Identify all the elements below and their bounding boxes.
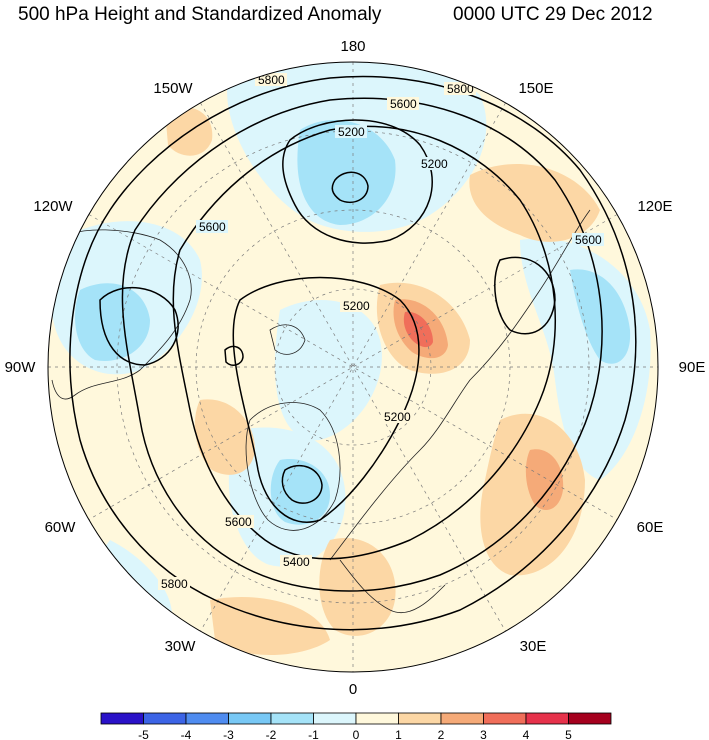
coastline-arctic-islands [269, 324, 306, 355]
colorbar-swatch [525, 712, 569, 725]
contour-label: 5200 [343, 299, 370, 313]
lon-label-150w: 150W [153, 80, 193, 97]
colorbar-swatch [185, 712, 229, 725]
colorbar-labels: -5 -4 -3 -2 -1 0 1 2 3 4 5 [138, 728, 572, 740]
contour-5800-outer [69, 75, 637, 631]
contour-5200-polar [232, 276, 420, 523]
contour-label: 5600 [390, 97, 417, 111]
lon-label-60e: 60E [637, 519, 664, 536]
lon-label-180: 180 [340, 38, 365, 55]
map-disc: 5800 5800 5600 5200 5200 5600 5600 5200 … [48, 62, 658, 672]
colorbar-swatch [483, 712, 527, 725]
contour-label: 5200 [421, 157, 448, 171]
lon-label-30w: 30W [165, 638, 197, 655]
coastline-europe [339, 559, 446, 614]
colorbar-tick-label: 0 [353, 728, 360, 740]
colorbar-tick-label: -2 [266, 728, 277, 740]
anomaly-positive-europe [319, 538, 396, 636]
anomaly-positive-east-asia [469, 163, 600, 242]
anomaly-negative-north-america-core [75, 283, 150, 361]
contour-label: 5400 [283, 555, 310, 569]
contour-5200-pacific [282, 119, 433, 244]
contour-siberia-inner [494, 256, 556, 335]
colorbar-swatch [440, 712, 484, 725]
colorbar-swatches [100, 712, 612, 725]
coastline-eurasia [329, 209, 591, 561]
lon-label-90e: 90E [679, 359, 706, 376]
colorbar-tick-label: 2 [438, 728, 445, 740]
contour-label: 5800 [447, 82, 474, 96]
colorbar-tick-label: 5 [565, 728, 572, 740]
colorbar-tick-label: -3 [223, 728, 234, 740]
graticule [48, 62, 658, 672]
anomaly-negative-siberia-core [570, 269, 631, 364]
colorbar-swatch [398, 712, 442, 725]
valid-time: 0000 UTC 29 Dec 2012 [453, 4, 653, 25]
anomaly-positive-north-atlantic [194, 399, 255, 475]
colorbar-tick-label: 1 [395, 728, 402, 740]
contour-5600-outer [121, 97, 603, 592]
coastline-greenland [245, 402, 341, 531]
anomaly-positive-eurasia-core [403, 311, 433, 348]
colorbar-swatch [100, 712, 144, 725]
lon-label-60w: 60W [45, 519, 77, 536]
longitude-labels: 180 150E 120E 90E 60E 30E 0 30W 60W 90W … [5, 38, 706, 698]
lon-label-90w: 90W [5, 359, 37, 376]
colorbar-tick-label: 3 [480, 728, 487, 740]
contour-labels: 5800 5800 5600 5200 5200 5600 5600 5200 … [158, 73, 604, 591]
contour-label: 5600 [575, 233, 602, 247]
colorbar-swatch [568, 712, 612, 725]
colorbar-tick-label: -4 [181, 728, 192, 740]
contour-pacific-core [331, 171, 369, 204]
contour-label: 5600 [199, 220, 226, 234]
contour-polar-small-low [224, 345, 244, 366]
lon-label-120w: 120W [33, 198, 73, 215]
colorbar-swatch [228, 712, 272, 725]
anomaly-shading [52, 62, 651, 655]
contour-label: 5800 [161, 577, 188, 591]
anomaly-negative-greenland-core [270, 459, 330, 525]
anomaly-positive-subtropical-atlantic [210, 596, 330, 655]
coastlines [51, 209, 591, 614]
lon-label-0: 0 [349, 681, 357, 698]
lon-label-30e: 30E [520, 638, 547, 655]
contour-label: 5600 [225, 515, 252, 529]
coastline-north-america [51, 229, 192, 400]
colorbar-tick-label: -5 [138, 728, 149, 740]
map-border [47, 61, 659, 673]
colorbar-swatch [313, 712, 357, 725]
anomaly-positive-central-asia-mid [525, 449, 564, 510]
colorbar-swatch [270, 712, 314, 725]
contour-label: 5800 [258, 73, 285, 87]
colorbar-swatch [355, 712, 399, 725]
contour-greenland-core [281, 464, 323, 504]
anomaly-negative-arctic [274, 300, 382, 441]
contour-label: 5200 [338, 125, 365, 139]
colorbar: -5 -4 -3 -2 -1 0 1 2 3 4 5 [100, 712, 612, 740]
colorbar-tick-label: -1 [308, 728, 319, 740]
colorbar-tick-label: 4 [523, 728, 530, 740]
contour-north-america-trough [99, 286, 179, 366]
colorbar-swatch [143, 712, 187, 725]
chart-title: 500 hPa Height and Standardized Anomaly [18, 4, 382, 25]
lon-label-120e: 120E [637, 198, 672, 215]
lon-label-150e: 150E [518, 80, 553, 97]
contour-label: 5200 [384, 410, 411, 424]
